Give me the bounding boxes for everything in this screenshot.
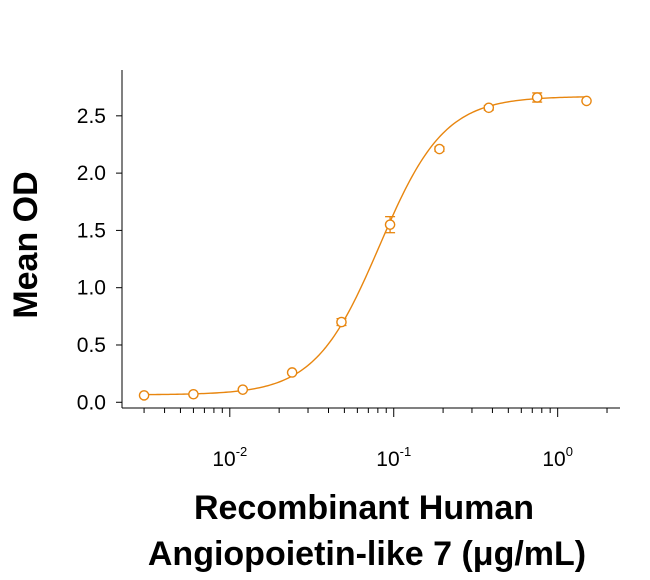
- data-point: [531, 92, 543, 103]
- y-tick-label: 2.5: [77, 105, 106, 128]
- fit-curve: [144, 96, 587, 396]
- axes: [121, 70, 620, 409]
- data-point: [581, 95, 592, 107]
- x-tick-label: 10-2: [212, 444, 247, 471]
- y-tick-label: 2.0: [77, 162, 106, 185]
- y-axis-ticks: 0.0 0.5 1.0 1.5 2.0 2.5: [77, 105, 122, 414]
- y-axis-title: Mean OD: [7, 171, 45, 318]
- x-tick-label: 100: [542, 444, 573, 471]
- x-tick-label: 10-1: [376, 444, 411, 471]
- data-point: [188, 388, 199, 400]
- x-axis-title-line1: Recombinant Human: [194, 489, 534, 527]
- data-point: [434, 143, 445, 155]
- y-tick-label: 1.0: [77, 277, 106, 300]
- data-point: [138, 390, 150, 401]
- data-point: [336, 316, 347, 328]
- data-point: [384, 219, 396, 230]
- x-axis-title-line2: Angiopoietin-like 7 (μg/mL): [148, 535, 586, 573]
- plot-area: [138, 92, 592, 401]
- data-point: [286, 367, 298, 378]
- y-tick-label: 0.5: [77, 334, 106, 357]
- y-tick-label: 1.5: [77, 219, 106, 242]
- data-point: [237, 384, 249, 395]
- x-axis-ticks: 10-2 10-1 100: [143, 408, 608, 471]
- y-tick-label: 0.0: [77, 391, 106, 414]
- data-point: [483, 102, 495, 114]
